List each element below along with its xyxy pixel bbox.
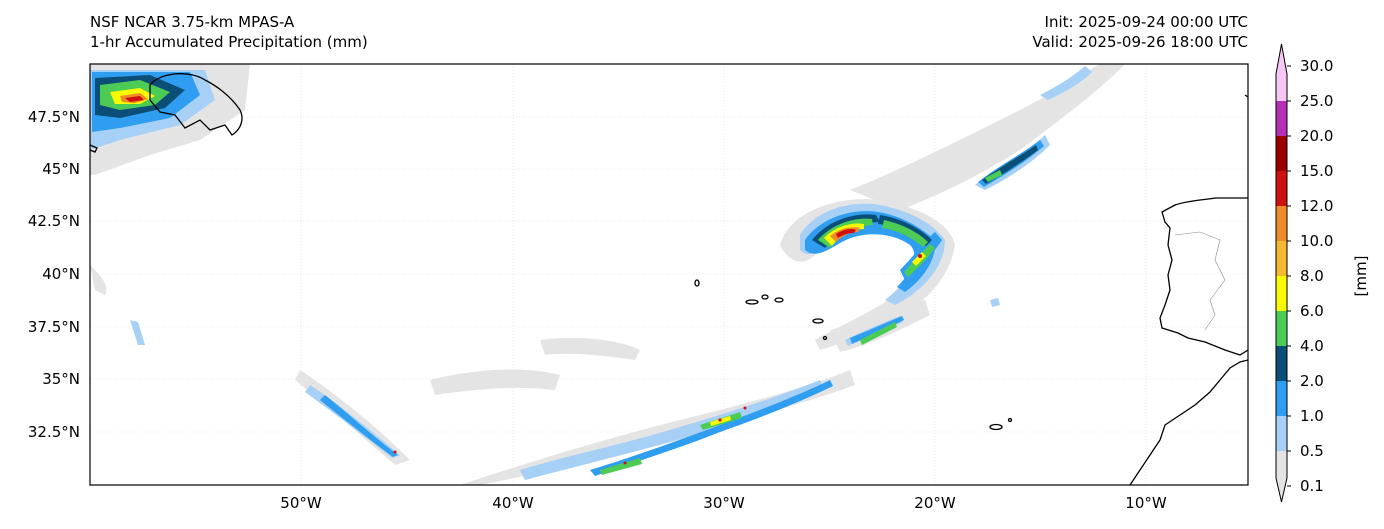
colorbar-segment — [1276, 311, 1287, 346]
colorbar-level-label: 1.0 — [1300, 407, 1324, 425]
azores-islands — [694, 279, 828, 341]
colorbar-level-label: 0.5 — [1300, 442, 1324, 460]
field-name: 1-hr Accumulated Precipitation (mm) — [90, 33, 368, 51]
colorbar-segment — [1276, 416, 1287, 451]
colorbar-segment — [1276, 346, 1287, 381]
colorbar-level-label: 4.0 — [1300, 337, 1324, 355]
iberia-coast — [1159, 197, 1248, 356]
map-title-right: Init: 2025-09-24 00:00 UTC Valid: 2025-0… — [1032, 12, 1248, 52]
colorbar-segment — [1276, 451, 1287, 502]
colorbar-level-label: 2.0 — [1300, 372, 1324, 390]
longitude-axis: 50°W 40°W 30°W 20°W 10°W — [280, 494, 1167, 512]
lon-tick-label: 20°W — [914, 494, 956, 512]
colorbar-segment — [1276, 136, 1287, 171]
lon-tick-label: 30°W — [703, 494, 745, 512]
lat-tick-label: 37.5°N — [28, 318, 80, 336]
colorbar-segment — [1276, 241, 1287, 276]
colorbar-level-label: 25.0 — [1300, 92, 1333, 110]
colorbar-unit-label: [mm] — [1352, 256, 1370, 297]
colorbar-segment — [1276, 44, 1287, 101]
colorbar-level-label: 6.0 — [1300, 302, 1324, 320]
latitude-axis: 47.5°N 45°N 42.5°N 40°N 37.5°N 35°N 32.5… — [28, 108, 80, 441]
colorbar-level-label: 0.1 — [1300, 477, 1324, 495]
lat-tick-label: 32.5°N — [28, 423, 80, 441]
colorbar-level-label: 15.0 — [1300, 162, 1333, 180]
map-area — [90, 64, 1248, 485]
morocco-coast — [1129, 359, 1248, 485]
ocean-background — [90, 64, 1248, 485]
colorbar-segment — [1276, 101, 1287, 136]
portugal-spain-border — [1174, 231, 1226, 331]
model-name: NSF NCAR 3.75-km MPAS-A — [90, 13, 295, 31]
lat-tick-label: 42.5°N — [28, 212, 80, 230]
colorbar-segment — [1276, 206, 1287, 241]
colorbar-outline — [1275, 43, 1288, 503]
colorbar: 0.1 0.5 1.0 2.0 4.0 6.0 8.0 10.0 12.0 15.0 20.0 25.… — [1275, 43, 1333, 503]
colorbar-level-label: 30.0 — [1300, 57, 1333, 75]
coastlines — [90, 73, 1248, 485]
lon-tick-label: 10°W — [1125, 494, 1167, 512]
colorbar-level-label: 10.0 — [1300, 232, 1333, 250]
lon-tick-label: 50°W — [280, 494, 322, 512]
init-time: Init: 2025-09-24 00:00 UTC — [1044, 13, 1248, 31]
lat-tick-label: 35°N — [42, 370, 80, 388]
lat-tick-label: 47.5°N — [28, 108, 80, 126]
lat-tick-label: 40°N — [42, 265, 80, 283]
valid-time: Valid: 2025-09-26 18:00 UTC — [1032, 33, 1248, 51]
madeira-islands — [989, 417, 1013, 431]
colorbar-level-label: 20.0 — [1300, 127, 1333, 145]
map-title-left: NSF NCAR 3.75-km MPAS-A 1-hr Accumulated… — [90, 12, 368, 52]
colorbar-segment — [1276, 381, 1287, 416]
colorbar-segment — [1276, 276, 1287, 311]
newfoundland-coast — [149, 73, 243, 136]
colorbar-level-label: 12.0 — [1300, 197, 1333, 215]
colorbar-segment — [1276, 171, 1287, 206]
map-frame — [89, 63, 1249, 486]
colorbar-level-label: 8.0 — [1300, 267, 1324, 285]
precip-12-0-areas — [125, 96, 922, 465]
lat-tick-label: 45°N — [42, 160, 80, 178]
lon-tick-label: 40°W — [492, 494, 534, 512]
